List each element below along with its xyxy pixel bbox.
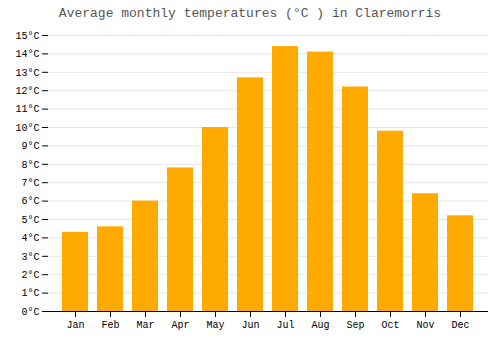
svg-text:Feb: Feb <box>101 320 119 331</box>
svg-text:5°C: 5°C <box>21 215 39 226</box>
svg-text:Oct: Oct <box>381 320 399 331</box>
svg-text:15°C: 15°C <box>15 31 39 42</box>
svg-text:6°C: 6°C <box>21 196 39 207</box>
svg-text:7°C: 7°C <box>21 178 39 189</box>
svg-text:10°C: 10°C <box>15 123 39 134</box>
svg-text:11°C: 11°C <box>15 104 39 115</box>
svg-text:Jul: Jul <box>276 320 294 331</box>
svg-text:14°C: 14°C <box>15 49 39 60</box>
svg-text:4°C: 4°C <box>21 233 39 244</box>
svg-text:May: May <box>206 320 224 331</box>
svg-text:Jun: Jun <box>241 320 259 331</box>
svg-text:3°C: 3°C <box>21 252 39 263</box>
svg-text:Aug: Aug <box>311 320 329 331</box>
svg-text:Sep: Sep <box>346 320 364 331</box>
svg-text:Dec: Dec <box>451 320 469 331</box>
svg-text:12°C: 12°C <box>15 86 39 97</box>
svg-text:2°C: 2°C <box>21 270 39 281</box>
svg-text:8°C: 8°C <box>21 160 39 171</box>
html-text:Average monthly temperatures (: Average monthly temperatures (°C ) in Cl… <box>58 6 442 21</box>
svg-text:Apr: Apr <box>171 320 189 331</box>
svg-text:Nov: Nov <box>416 320 434 331</box>
svg-text:Mar: Mar <box>136 320 154 331</box>
svg-text:13°C: 13°C <box>15 68 39 79</box>
svg-text:0°C: 0°C <box>21 307 39 318</box>
svg-text:1°C: 1°C <box>21 288 39 299</box>
svg-text:Jan: Jan <box>66 320 84 331</box>
svg-text:9°C: 9°C <box>21 141 39 152</box>
